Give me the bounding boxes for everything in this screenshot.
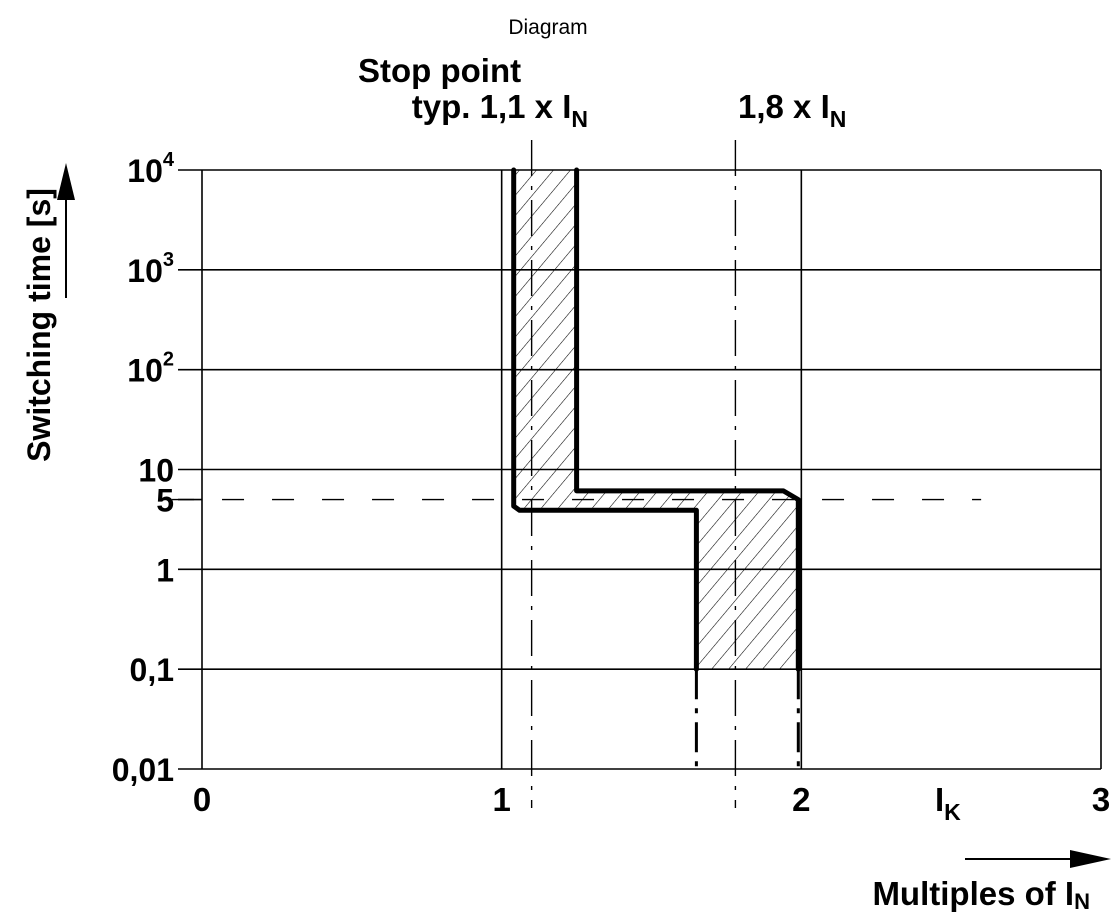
y-tick-label: 10 — [138, 453, 174, 489]
x-tick-labels: 0 1 2 3 IK — [193, 781, 1110, 825]
y-tick-label: 102 — [127, 349, 174, 389]
x-axis-label: Multiples of IN — [872, 875, 1090, 913]
characteristic-curve — [574, 167, 801, 672]
characteristic-curve — [511, 167, 699, 672]
reference-lines — [172, 140, 982, 808]
stop-point-label: Stop point — [358, 52, 521, 89]
hatched-area — [513, 170, 799, 670]
y-tick-labels: 0,01 0,1 1 510 102 103 104 — [112, 149, 202, 788]
chart-title: Diagram — [508, 16, 587, 39]
stop-point-value-label: typ. 1,1 x IN — [412, 88, 588, 132]
y-tick-label: 103 — [127, 249, 174, 289]
x-tick-label: 2 — [792, 781, 810, 818]
y-axis-label: Switching time [s] — [21, 188, 57, 462]
y-tick-label: 104 — [127, 149, 175, 189]
hatched-tolerance-band — [513, 170, 799, 670]
x-tick-label: 1 — [492, 781, 510, 818]
x-tick-label: 0 — [193, 781, 211, 818]
y-tick-label: 5 — [156, 483, 174, 519]
y-axis-arrow-head — [57, 163, 75, 200]
grid — [201, 169, 1102, 770]
y-tick-label: 0,01 — [112, 752, 174, 788]
series-curves — [511, 167, 801, 769]
x-axis-arrow-head — [1070, 850, 1111, 868]
x-axis-symbol: IK — [935, 781, 961, 825]
x-tick-label: 3 — [1092, 781, 1110, 818]
reference-1-8-label: 1,8 x IN — [738, 88, 846, 132]
y-tick-label: 1 — [156, 552, 174, 588]
y-tick-label: 0,1 — [130, 652, 174, 688]
